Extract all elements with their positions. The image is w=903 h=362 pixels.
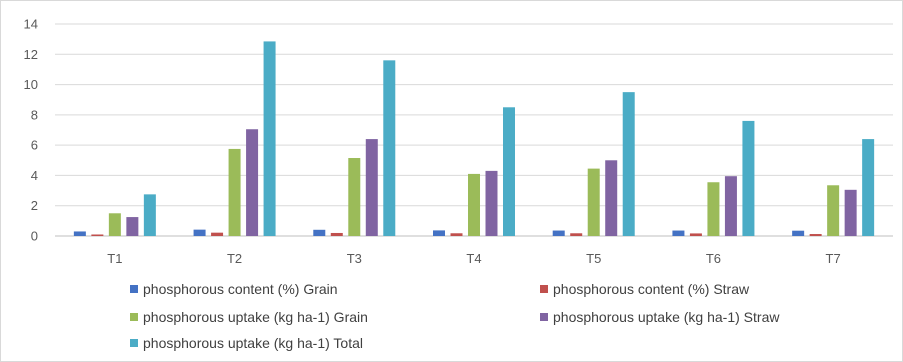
bar-t6-series-2 (689, 233, 702, 236)
bar-t6-series-3 (707, 182, 720, 236)
bar-t2-series-2 (211, 232, 224, 236)
y-tick-label: 4 (31, 168, 38, 183)
bar-t1-series-5 (143, 194, 156, 236)
legend-swatch (540, 285, 548, 293)
legend-swatch (130, 285, 138, 293)
bar-t2-series-1 (193, 229, 206, 236)
y-tick-label: 6 (31, 138, 38, 153)
legend-swatch (130, 313, 138, 321)
bar-t7-series-5 (862, 139, 875, 236)
x-tick-label: T7 (826, 251, 841, 266)
bar-t5-series-3 (587, 168, 600, 236)
bar-t3-series-5 (383, 60, 396, 236)
bar-t4-series-3 (468, 173, 480, 236)
legend-label: phosphorous uptake (kg ha-1) Straw (553, 309, 780, 325)
bar-t1-series-1 (73, 231, 86, 236)
bar-t4-series-2 (450, 233, 463, 236)
x-tick-label: T3 (347, 251, 362, 266)
legend-swatch (540, 313, 548, 321)
legend-item: phosphorous uptake (kg ha-1) Grain (130, 309, 368, 325)
x-axis-ticks: T1 T2 T3 T4 T5 T6 T7 (107, 251, 840, 266)
bar-t4-series-4 (485, 170, 498, 236)
legend: phosphorous content (%) Grain phosphorous… (130, 281, 780, 351)
bar-t4-series-5 (503, 107, 515, 237)
bar-t3-series-4 (365, 139, 378, 236)
legend-swatch (130, 339, 138, 347)
bar-t2-series-3 (228, 148, 241, 236)
legend-item: phosphorous uptake (kg ha-1) Straw (540, 309, 780, 325)
x-tick-label: T4 (466, 251, 481, 266)
bar-t6-series-4 (724, 176, 737, 236)
bar-t7-series-2 (809, 234, 822, 236)
x-tick-label: T6 (706, 251, 721, 266)
bar-t7-series-3 (827, 185, 840, 236)
bar-t3-series-2 (330, 232, 343, 236)
bar-t1-series-4 (126, 217, 139, 236)
bar-t7-series-1 (792, 230, 805, 236)
bar-t5-series-2 (570, 233, 583, 236)
legend-label: phosphorous uptake (kg ha-1) Grain (143, 309, 368, 325)
legend-item: phosphorous content (%) Grain (130, 281, 338, 297)
legend-label: phosphorous uptake (kg ha-1) Total (143, 335, 363, 351)
bar-t1-series-3 (108, 213, 121, 236)
legend-label: phosphorous content (%) Grain (143, 281, 338, 297)
y-tick-label: 2 (31, 198, 38, 213)
x-tick-label: T1 (107, 251, 122, 266)
y-tick-label: 12 (24, 47, 38, 62)
bar-t7-series-4 (844, 189, 857, 236)
y-tick-label: 8 (31, 107, 38, 122)
bar-t5-series-4 (605, 160, 618, 236)
bar-t3-series-1 (313, 229, 326, 236)
bar-t1-series-2 (91, 234, 104, 236)
y-tick-label: 0 (31, 229, 38, 244)
y-tick-label: 14 (24, 17, 38, 32)
x-tick-label: T2 (227, 251, 242, 266)
legend-label: phosphorous content (%) Straw (553, 281, 750, 297)
y-tick-label: 10 (24, 77, 38, 92)
bar-t2-series-4 (246, 129, 259, 236)
bar-t4-series-1 (433, 230, 445, 236)
bar-t5-series-1 (552, 230, 565, 236)
bar-t6-series-1 (672, 230, 685, 236)
bar-t3-series-3 (348, 158, 361, 236)
bar-t5-series-5 (622, 92, 635, 237)
legend-item: phosphorous uptake (kg ha-1) Total (130, 335, 363, 351)
legend-item: phosphorous content (%) Straw (540, 281, 750, 297)
bar-t6-series-5 (742, 120, 755, 236)
bar-t2-series-5 (263, 41, 276, 236)
x-tick-label: T5 (586, 251, 601, 266)
y-axis-ticks: 0 2 4 6 8 10 12 14 (24, 17, 38, 244)
bars (73, 41, 875, 237)
